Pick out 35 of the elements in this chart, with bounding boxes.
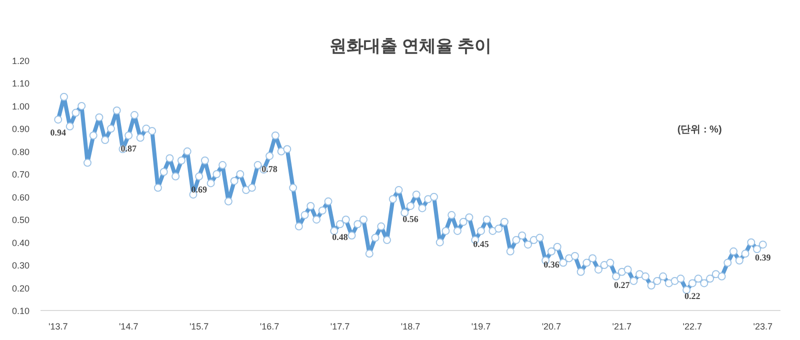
x-tick-label: '19.7 [471, 322, 491, 332]
y-tick-label: 1.20 [12, 56, 30, 66]
x-tick-label: '17.7 [330, 322, 350, 332]
y-tick-label: 0.20 [12, 283, 30, 294]
data-label: 0.39 [755, 252, 772, 263]
data-label: 0.27 [614, 280, 630, 290]
data-label: 0.56 [402, 214, 419, 224]
data-label: 0.48 [332, 232, 348, 242]
data-label: 0.45 [473, 238, 490, 249]
y-tick-label: 1.10 [12, 78, 30, 89]
x-tick-label: '21.7 [612, 322, 632, 332]
x-tick-label: '16.7 [260, 322, 280, 332]
x-tick-label: '20.7 [542, 322, 562, 332]
data-label: 0.87 [120, 144, 137, 154]
y-tick-label: 0.60 [12, 192, 30, 202]
y-tick-label: 0.30 [12, 260, 30, 271]
y-tick-label: 0.40 [12, 238, 30, 248]
y-tick-label: 0.70 [12, 170, 30, 180]
x-tick-label: '14.7 [118, 322, 138, 332]
data-label: 0.94 [50, 128, 66, 138]
x-tick-label: '13.7 [48, 322, 68, 332]
annotation: (단위 : %) [677, 124, 722, 136]
y-tick-label: 0.10 [12, 306, 30, 316]
y-tick-label: 0.80 [12, 146, 30, 157]
data-label: 0.22 [684, 291, 701, 302]
data-label: 0.36 [544, 259, 560, 270]
y-tick-label: 0.90 [12, 124, 30, 134]
x-tick-label: '15.7 [189, 322, 209, 332]
chart-title: 원화대출 연체율 추이 [329, 36, 492, 56]
y-tick-label: 0.50 [12, 215, 30, 226]
data-label: 0.78 [262, 164, 278, 174]
x-tick-label: '18.7 [400, 322, 420, 332]
x-tick-label: '23.7 [753, 322, 773, 332]
y-tick-label: 1.00 [12, 101, 30, 112]
x-tick-label: '22.7 [682, 322, 702, 332]
